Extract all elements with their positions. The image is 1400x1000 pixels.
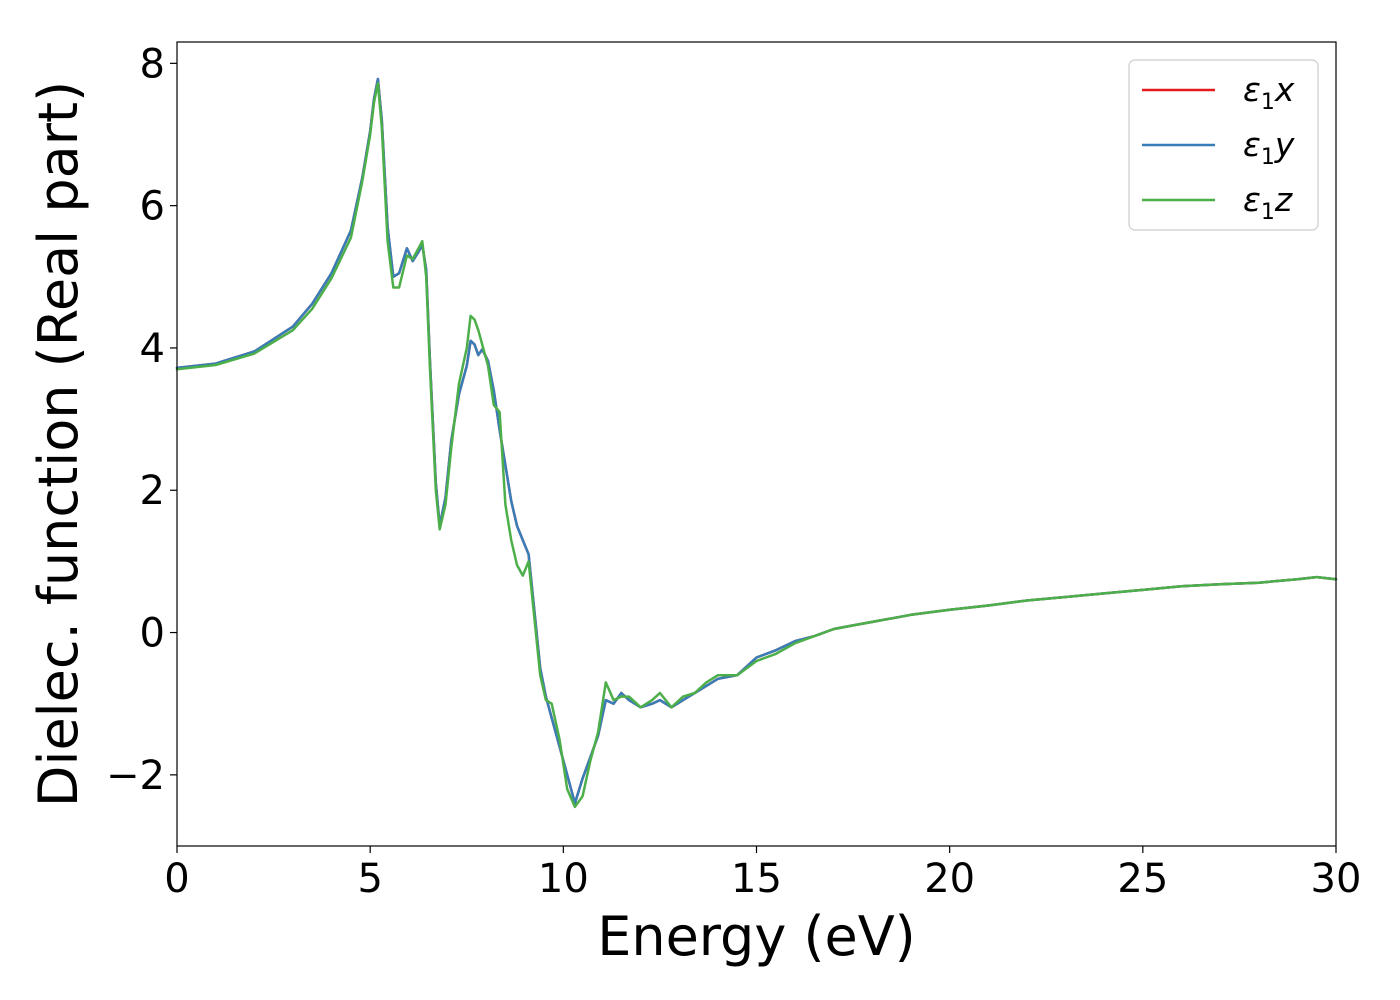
- legend-label-y: ε1y: [1243, 125, 1295, 170]
- y-tick-label: −2: [106, 753, 165, 799]
- y-tick-label: 4: [140, 326, 165, 372]
- y-tick-label: 2: [140, 468, 165, 514]
- x-tick-label: 15: [731, 856, 782, 902]
- y-tick-label: 6: [140, 184, 165, 230]
- x-tick-label: 25: [1117, 856, 1168, 902]
- x-tick-label: 0: [164, 856, 189, 902]
- y-tick-label: 8: [140, 41, 165, 87]
- legend-box: [1128, 59, 1319, 231]
- legend-label-z: ε1z: [1243, 180, 1293, 225]
- x-tick-label: 10: [538, 856, 589, 902]
- x-axis-label: Energy (eV): [597, 905, 916, 968]
- x-axis-ticks: 0 5 10 15 20 25 30: [164, 846, 1361, 902]
- series-layer: [175, 77, 1338, 809]
- x-tick-label: 20: [924, 856, 975, 902]
- y-axis-ticks: −2 0 2 4 6 8: [106, 41, 177, 799]
- series-line-z: [175, 82, 1338, 809]
- y-tick-label: 0: [140, 611, 165, 657]
- x-tick-label: 5: [357, 856, 382, 902]
- x-tick-label: 30: [1311, 856, 1362, 902]
- y-axis-label: Dielec. function (Real part): [27, 81, 90, 807]
- legend-label-x: ε1x: [1243, 70, 1295, 115]
- legend: ε1x ε1y ε1z: [1128, 59, 1319, 231]
